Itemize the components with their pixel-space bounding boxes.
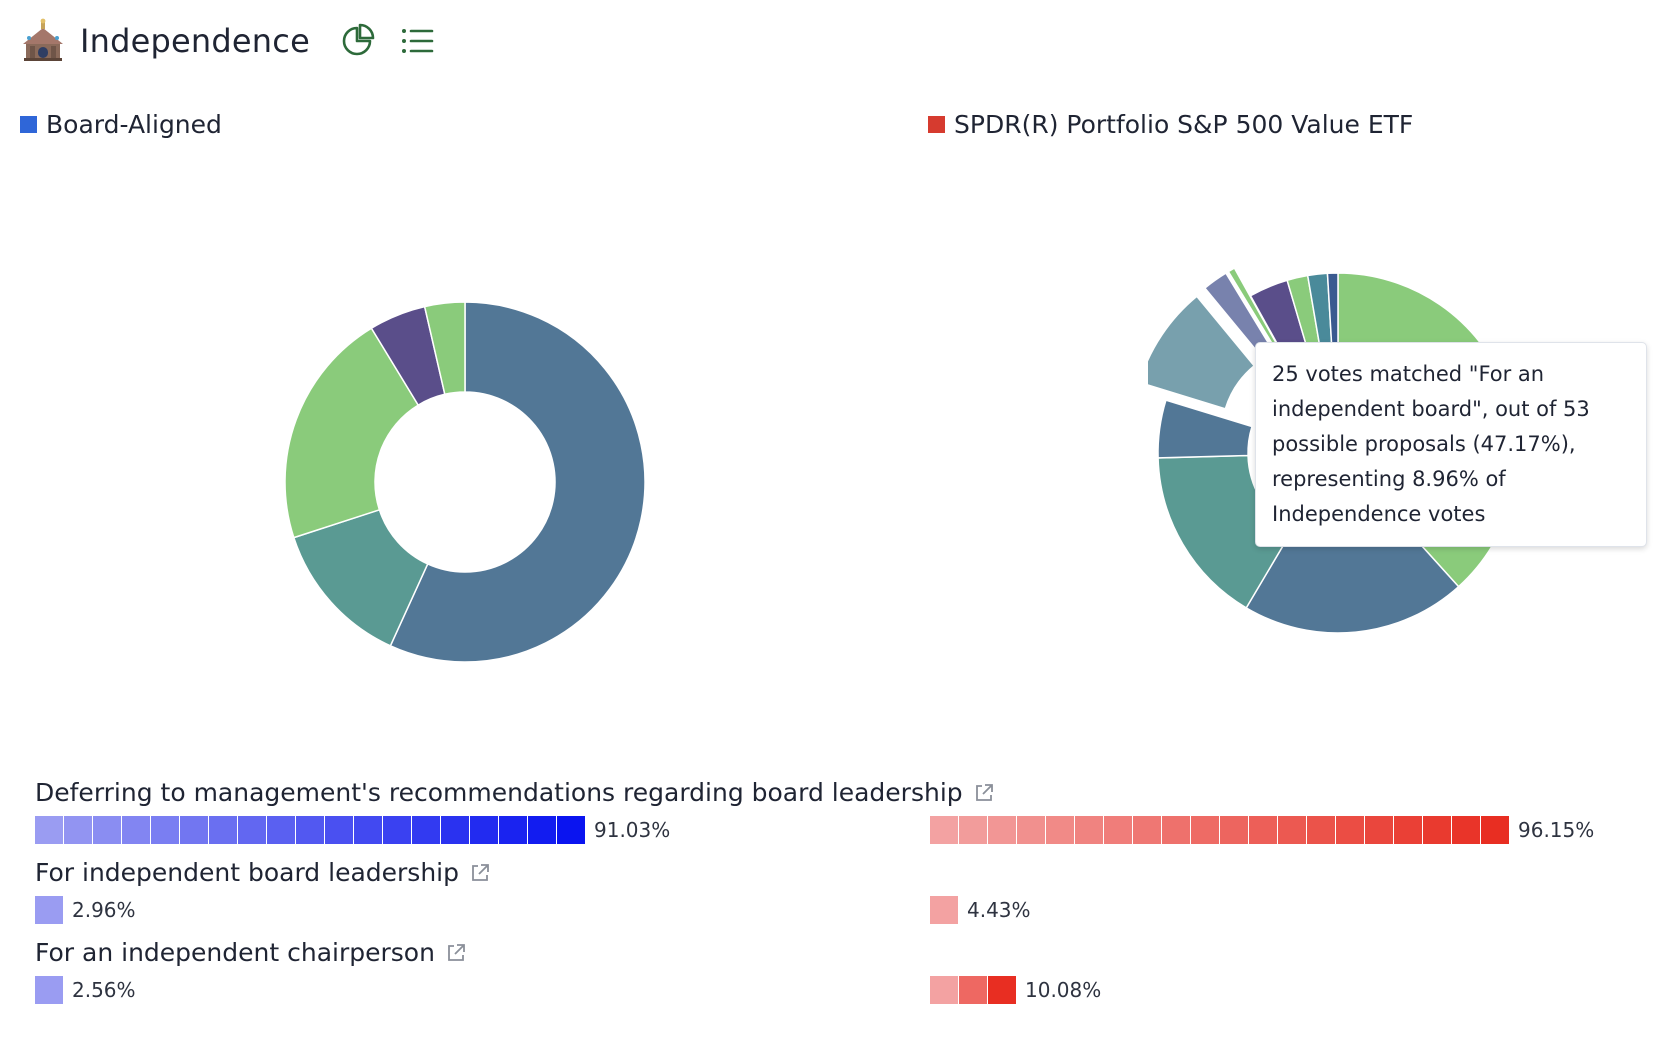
bar-cell <box>1133 816 1161 844</box>
bar-cell <box>1452 816 1480 844</box>
page-title: Independence <box>80 22 310 60</box>
board-aligned-donut-chart[interactable] <box>275 292 655 672</box>
chart-tooltip: 25 votes matched "For an independent boa… <box>1255 342 1647 547</box>
percentage-label: 96.15% <box>1518 818 1595 842</box>
bar-cell <box>1307 816 1335 844</box>
bar-cell <box>35 976 63 1004</box>
bar-cell <box>238 816 266 844</box>
bar-cell <box>1075 816 1103 844</box>
bar-cell <box>180 816 208 844</box>
right-percentage-bar: 10.08% <box>930 976 1101 1004</box>
legend-label: Board-Aligned <box>46 110 222 139</box>
bar-cell <box>267 816 295 844</box>
bar-cell <box>35 896 63 924</box>
proposal-title-text: For an independent chairperson <box>35 938 435 967</box>
bar-cell <box>354 816 382 844</box>
legend-fund[interactable]: SPDR(R) Portfolio S&P 500 Value ETF <box>928 110 1413 139</box>
percentage-label: 10.08% <box>1025 978 1102 1002</box>
bar-cell <box>930 816 958 844</box>
pie-chart-icon[interactable] <box>338 22 376 60</box>
bar-cell <box>1191 816 1219 844</box>
bar-cell <box>1017 816 1045 844</box>
bar-cell <box>557 816 585 844</box>
bar-cell <box>209 816 237 844</box>
external-link-icon[interactable] <box>469 862 491 884</box>
bar-cell <box>959 976 987 1004</box>
percentage-label: 4.43% <box>967 898 1031 922</box>
bar-cell <box>499 816 527 844</box>
donut-slice-5[interactable] <box>1148 295 1256 410</box>
bar-cell <box>1220 816 1248 844</box>
bar-cell <box>1162 816 1190 844</box>
right-percentage-bar: 4.43% <box>930 896 1031 924</box>
donut-slice-1[interactable] <box>389 301 646 663</box>
legend-label: SPDR(R) Portfolio S&P 500 Value ETF <box>954 110 1414 139</box>
bar-cells <box>35 896 64 924</box>
bar-cell <box>1104 816 1132 844</box>
bar-cell <box>93 816 121 844</box>
bar-cells <box>35 816 586 844</box>
bar-cell <box>988 816 1016 844</box>
bar-cell <box>528 816 556 844</box>
bar-cells <box>35 976 64 1004</box>
bar-cell <box>35 816 63 844</box>
bar-cell <box>64 816 92 844</box>
legend-swatch <box>928 116 945 133</box>
bar-cell <box>470 816 498 844</box>
proposal-title-text: For independent board leadership <box>35 858 459 887</box>
bar-cell <box>1481 816 1509 844</box>
bar-cell <box>325 816 353 844</box>
external-link-icon[interactable] <box>445 942 467 964</box>
bar-cell <box>1249 816 1277 844</box>
legend-board-aligned[interactable]: Board-Aligned <box>20 110 222 139</box>
page-header: Independence <box>20 18 436 64</box>
legend-swatch <box>20 116 37 133</box>
bar-cell <box>1046 816 1074 844</box>
bar-cell <box>441 816 469 844</box>
percentage-label: 91.03% <box>594 818 671 842</box>
left-percentage-bar: 2.96% <box>35 896 136 924</box>
bar-cell <box>959 816 987 844</box>
bar-cell <box>988 976 1016 1004</box>
percentage-label: 2.56% <box>72 978 136 1002</box>
bar-cell <box>1394 816 1422 844</box>
bar-cell <box>412 816 440 844</box>
proposal-title: Deferring to management's recommendation… <box>35 778 995 807</box>
list-icon[interactable] <box>398 22 436 60</box>
bar-cell <box>383 816 411 844</box>
bar-cell <box>1365 816 1393 844</box>
bar-cell <box>122 816 150 844</box>
bar-cell <box>151 816 179 844</box>
bar-cell <box>296 816 324 844</box>
bar-cells <box>930 976 1017 1004</box>
proposal-title: For an independent chairperson <box>35 938 467 967</box>
proposal-title-text: Deferring to management's recommendation… <box>35 778 963 807</box>
bar-cell <box>930 896 958 924</box>
bar-cell <box>1278 816 1306 844</box>
donut-slice-4[interactable] <box>1157 399 1253 459</box>
proposal-title: For independent board leadership <box>35 858 491 887</box>
bar-cells <box>930 896 959 924</box>
external-link-icon[interactable] <box>973 782 995 804</box>
bar-cell <box>930 976 958 1004</box>
left-percentage-bar: 91.03% <box>35 816 670 844</box>
building-icon <box>23 18 63 61</box>
left-percentage-bar: 2.56% <box>35 976 136 1004</box>
bar-cells <box>930 816 1510 844</box>
percentage-label: 2.96% <box>72 898 136 922</box>
donut-slice-5[interactable] <box>423 301 466 396</box>
bar-cell <box>1423 816 1451 844</box>
bar-cell <box>1336 816 1364 844</box>
donut-slice-3[interactable] <box>284 327 420 539</box>
right-percentage-bar: 96.15% <box>930 816 1594 844</box>
